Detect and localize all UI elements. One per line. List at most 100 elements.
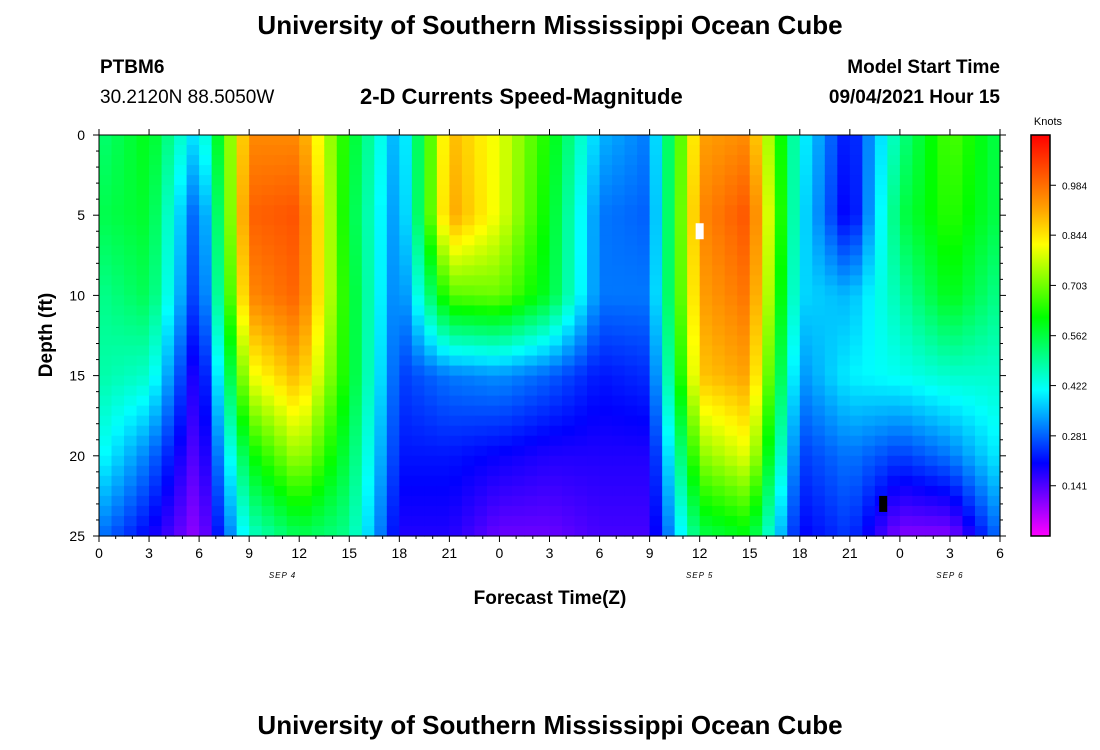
heatmap-cell xyxy=(699,455,713,467)
heatmap-cell xyxy=(324,475,338,487)
heatmap-cell xyxy=(299,325,313,337)
heatmap-cell xyxy=(486,335,501,347)
heatmap-cell xyxy=(311,165,325,176)
heatmap-cell xyxy=(699,215,713,226)
heatmap-cell xyxy=(311,235,325,246)
heatmap-cell xyxy=(499,405,513,417)
heatmap-cell xyxy=(386,295,400,307)
heatmap-cell xyxy=(211,165,225,176)
heatmap-cell xyxy=(762,525,776,537)
heatmap-cell xyxy=(274,175,288,186)
heatmap-cell xyxy=(699,315,713,327)
heatmap-cell xyxy=(461,315,476,327)
heatmap-cell xyxy=(874,395,888,407)
heatmap-cell xyxy=(812,465,826,477)
heatmap-cell xyxy=(574,215,588,226)
heatmap-cell xyxy=(887,285,901,297)
heatmap-cell xyxy=(499,505,513,517)
heatmap-cell xyxy=(962,525,976,537)
heatmap-cell xyxy=(812,245,826,256)
heatmap-cell xyxy=(374,155,388,166)
heatmap-cell xyxy=(687,465,701,477)
heatmap-cell xyxy=(411,265,425,276)
heatmap-cell xyxy=(274,515,288,527)
heatmap-cell xyxy=(899,225,913,236)
heatmap-cell xyxy=(386,355,400,367)
heatmap-cell xyxy=(699,235,713,246)
heatmap-cell xyxy=(612,295,626,307)
heatmap-cell xyxy=(962,345,976,357)
heatmap-cell xyxy=(474,215,488,226)
heatmap-cell xyxy=(161,305,175,317)
heatmap-cell xyxy=(324,295,338,307)
heatmap-cell xyxy=(574,505,588,517)
heatmap-cell xyxy=(374,345,388,357)
heatmap-cell xyxy=(199,155,213,166)
heatmap-cell xyxy=(424,495,438,507)
heatmap-cell xyxy=(274,255,288,266)
heatmap-cell xyxy=(662,485,676,497)
heatmap-cell xyxy=(524,445,538,457)
heatmap-cell xyxy=(511,505,526,517)
heatmap-cell xyxy=(724,165,738,176)
heatmap-cell xyxy=(674,395,688,407)
heatmap-cell xyxy=(899,365,913,377)
heatmap-cell xyxy=(524,305,538,317)
heatmap-cell xyxy=(299,265,313,276)
heatmap-cell xyxy=(124,415,138,427)
heatmap-cell xyxy=(161,385,175,397)
heatmap-cell xyxy=(411,505,425,517)
heatmap-cell xyxy=(311,405,325,417)
heatmap-cell xyxy=(762,345,776,357)
heatmap-cell xyxy=(449,235,463,246)
heatmap-cell xyxy=(812,135,826,146)
marker xyxy=(695,223,704,240)
heatmap-cell xyxy=(299,175,313,186)
heatmap-cell xyxy=(599,305,613,317)
heatmap-cell xyxy=(474,305,488,317)
heatmap-cell xyxy=(499,395,513,407)
heatmap-cell xyxy=(461,335,476,347)
heatmap-cell xyxy=(424,135,438,146)
heatmap-cell xyxy=(299,505,313,517)
heatmap-cell xyxy=(136,145,150,156)
heatmap-cell xyxy=(449,505,463,517)
heatmap-cell xyxy=(887,385,901,397)
heatmap-cell xyxy=(612,175,626,186)
heatmap-cell xyxy=(712,345,726,357)
heatmap-cell xyxy=(374,415,388,427)
heatmap-cell xyxy=(186,505,200,517)
heatmap-cell xyxy=(949,265,964,276)
heatmap-cell xyxy=(849,465,863,477)
heatmap-cell xyxy=(974,405,989,417)
heatmap-cell xyxy=(599,215,613,226)
heatmap-cell xyxy=(186,135,200,146)
heatmap-cell xyxy=(937,465,951,477)
heatmap-cell xyxy=(849,455,863,467)
heatmap-cell xyxy=(449,345,463,357)
heatmap-cell xyxy=(399,195,413,206)
heatmap-cell xyxy=(949,435,964,447)
heatmap-cell xyxy=(111,245,125,256)
heatmap-cell xyxy=(899,175,913,186)
heatmap-cell xyxy=(762,235,776,246)
heatmap-cell xyxy=(386,385,400,397)
heatmap-cell xyxy=(824,355,838,367)
heatmap-cell xyxy=(324,315,338,327)
heatmap-cell xyxy=(224,215,238,226)
heatmap-cell xyxy=(324,355,338,367)
heatmap-cell xyxy=(737,305,751,317)
heatmap-cell xyxy=(536,235,551,246)
heatmap-cell xyxy=(799,185,813,196)
heatmap-cell xyxy=(111,515,125,527)
heatmap-cell xyxy=(324,205,338,216)
heatmap-cell xyxy=(161,345,175,357)
heatmap-cell xyxy=(111,315,125,327)
heatmap-cell xyxy=(524,145,538,156)
heatmap-cell xyxy=(174,385,188,397)
heatmap-cell xyxy=(787,515,801,527)
heatmap-cell xyxy=(712,155,726,166)
heatmap-cell xyxy=(987,315,1001,327)
heatmap-cell xyxy=(862,325,876,337)
heatmap-cell xyxy=(311,365,325,377)
